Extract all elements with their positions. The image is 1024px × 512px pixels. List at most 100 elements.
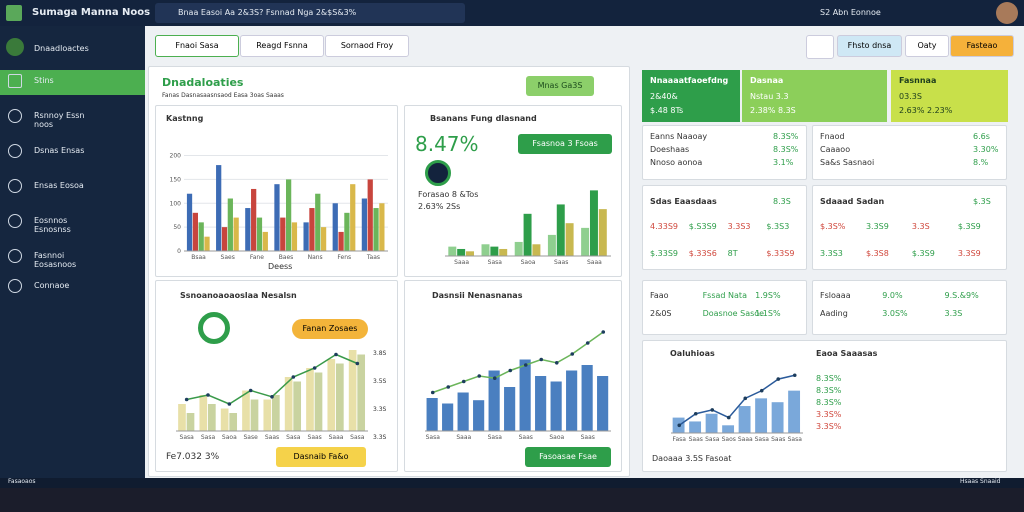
tab[interactable]: Fnaoi Sasa xyxy=(155,35,239,57)
bar xyxy=(280,217,286,251)
x-tick-label: Sasa xyxy=(488,434,503,441)
panel: Fasa Saas Sasa Saos Saaa Sasa Saas Sasa xyxy=(642,340,1007,472)
bar xyxy=(547,234,556,256)
bar xyxy=(481,244,490,256)
item-icon xyxy=(8,144,22,158)
donut xyxy=(198,312,230,344)
avatar[interactable] xyxy=(996,2,1018,24)
pill[interactable]: Fanan Zosaes xyxy=(292,319,368,339)
axis-label: 3.5S xyxy=(373,378,387,385)
sidebar-item[interactable]: Dsnas Ensas xyxy=(34,146,85,155)
tab[interactable]: Reagd Fsnna xyxy=(240,35,324,57)
list-value: 3.30% xyxy=(973,145,999,154)
table-card xyxy=(642,185,807,270)
bar xyxy=(499,248,508,256)
app-title: Sumaga Manna Noos xyxy=(32,7,151,18)
bar xyxy=(535,376,547,431)
bar xyxy=(198,222,204,251)
axis-label: 3.3S xyxy=(373,434,387,441)
bar xyxy=(186,413,195,431)
table-cell: $.3S3 xyxy=(766,222,790,231)
main-button[interactable]: Mnas Ga3S xyxy=(526,76,594,96)
stat-cell: 9.0% xyxy=(882,291,903,300)
axis-label: 3.3S xyxy=(373,406,387,413)
sidebar-item[interactable]: Ensas Eosoa xyxy=(34,181,84,190)
panel-button[interactable]: Fsasnoa 3 Fsoas xyxy=(518,134,612,154)
x-tick-label: Bsaa xyxy=(191,254,206,261)
action-button[interactable]: Oaty xyxy=(905,35,949,57)
search-button[interactable] xyxy=(806,35,834,59)
tab[interactable]: Sornaod Froy xyxy=(325,35,409,57)
stat-card xyxy=(812,280,1007,335)
panel-button[interactable]: Dasnaib Fa&o xyxy=(276,447,366,467)
active-item[interactable] xyxy=(0,70,145,95)
footer-value: Fe7.032 3% xyxy=(166,452,220,462)
table-cell: 3.3S9 xyxy=(957,249,981,258)
bar xyxy=(227,198,233,251)
table-cell: 3.3S xyxy=(911,222,930,231)
sidebar: Dnaadloactes xyxy=(0,26,145,478)
panel: Saaa Sasa Saoa Saas Saaa xyxy=(404,105,622,277)
bar xyxy=(216,165,222,251)
bar xyxy=(722,425,735,433)
stat-cell: Faao xyxy=(650,291,669,300)
point xyxy=(743,396,748,401)
bar xyxy=(348,350,357,431)
bar xyxy=(338,231,344,251)
kpi-value: 2.63% 2.23% xyxy=(899,106,953,115)
item-icon xyxy=(8,109,22,123)
list-value: 6.6s xyxy=(973,132,990,141)
list-label: Fnaod xyxy=(820,132,845,141)
y-tick-label: 50 xyxy=(173,224,181,231)
point xyxy=(539,357,544,362)
bar xyxy=(597,376,609,431)
status-bar xyxy=(0,478,1024,488)
status-right: Hsaas Snaaid xyxy=(960,478,1001,485)
side-value: 3.3S% xyxy=(816,410,842,419)
sidebar-item[interactable]: Connaoe xyxy=(34,281,70,290)
bar xyxy=(303,222,309,251)
sidebar-item[interactable]: Eosnnos Esnosnss xyxy=(34,216,71,234)
bar xyxy=(442,403,454,431)
bar xyxy=(523,213,532,256)
x-tick-label: Saoa xyxy=(549,434,564,441)
bar xyxy=(598,209,607,256)
stat-cell: Fssad Nata xyxy=(702,291,747,300)
table-cell: $.33S9 xyxy=(650,249,678,258)
x-tick-label: Saoa xyxy=(521,259,536,266)
x-tick-label: Sasa xyxy=(180,434,195,441)
action-button[interactable]: Fhsto dnsa xyxy=(837,35,902,57)
sidebar-item[interactable]: Stins xyxy=(34,76,54,85)
table-cell: 3.3S9 xyxy=(865,222,889,231)
bar xyxy=(705,413,718,433)
note: Forasao 8 &Tos xyxy=(418,190,479,199)
panel-button[interactable]: Fasoasae Fsae xyxy=(525,447,611,467)
bar xyxy=(367,179,373,251)
side-value: 8.3S% xyxy=(816,374,842,383)
list-value: 8.% xyxy=(973,158,989,167)
x-tick-label: Saes xyxy=(221,254,235,261)
point xyxy=(355,361,360,366)
bar xyxy=(336,363,344,431)
action-button[interactable]: Fasteao xyxy=(950,35,1014,57)
bar xyxy=(192,212,198,251)
point xyxy=(291,375,296,379)
table-cell: $.3S9 xyxy=(957,222,981,231)
x-tick-label: Sasa xyxy=(426,434,441,441)
kpi-value: $.48 8Ts xyxy=(650,106,684,115)
kpi-value: Nstau 3.3 xyxy=(750,92,789,101)
x-axis-label: Deess xyxy=(268,262,293,271)
x-tick-label: Taas xyxy=(366,254,380,261)
kpi-title: Dasnaa xyxy=(750,76,784,85)
sidebar-item[interactable]: Fasnnoi Eosasnoos xyxy=(34,251,77,269)
point xyxy=(248,388,253,393)
x-tick-label: Saas xyxy=(519,434,533,441)
x-tick-label: Sasa xyxy=(350,434,365,441)
bar xyxy=(245,208,251,251)
bar xyxy=(315,193,321,251)
search-box[interactable] xyxy=(155,3,465,23)
sidebar-item[interactable]: Rsnnoy Essn noos xyxy=(34,111,85,129)
list-value: 3.1% xyxy=(773,158,794,167)
panel-title: Kastnng xyxy=(166,114,204,123)
big-value: 8.47% xyxy=(415,132,479,156)
